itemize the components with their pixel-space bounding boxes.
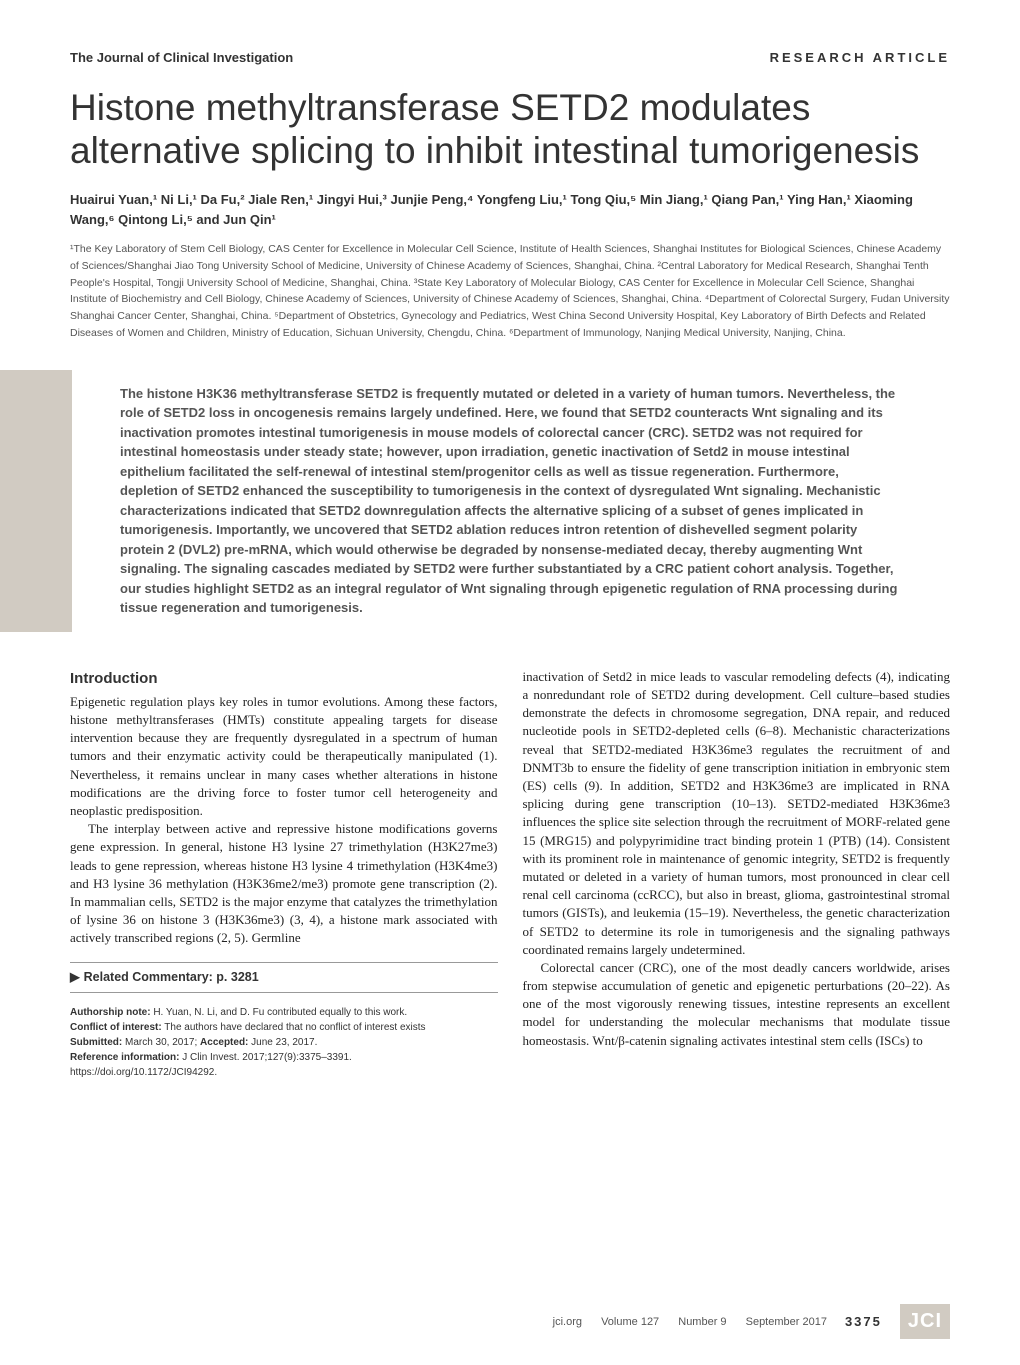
journal-name: The Journal of Clinical Investigation [70,50,293,65]
reference-info: Reference information: J Clin Invest. 20… [70,1050,498,1065]
authors-list: Huairui Yuan,¹ Ni Li,¹ Da Fu,² Jiale Ren… [70,190,950,229]
footer-date: September 2017 [746,1316,827,1328]
related-commentary-box: ▶ Related Commentary: p. 3281 [70,962,498,994]
right-column: inactivation of Setd2 in mice leads to v… [523,668,951,1080]
conflict-of-interest: Conflict of interest: The authors have d… [70,1020,498,1035]
doi-link: https://doi.org/10.1172/JCI94292. [70,1065,498,1080]
header-row: The Journal of Clinical Investigation RE… [70,50,950,65]
footer-citation: jci.org Volume 127 Number 9 September 20… [553,1316,827,1328]
abstract-text: The histone H3K36 methyltransferase SETD… [120,370,900,632]
right-para-1: inactivation of Setd2 in mice leads to v… [523,668,951,959]
jci-logo: JCI [900,1304,950,1339]
section-heading: Introduction [70,668,498,689]
authorship-note: Authorship note: H. Yuan, N. Li, and D. … [70,1005,498,1020]
intro-para-1: Epigenetic regulation plays key roles in… [70,693,498,820]
page-footer: jci.org Volume 127 Number 9 September 20… [553,1304,950,1339]
footer-site: jci.org [553,1316,582,1328]
left-column: Introduction Epigenetic regulation plays… [70,668,498,1080]
affiliations: ¹The Key Laboratory of Stem Cell Biology… [70,241,950,342]
right-para-2: Colorectal cancer (CRC), one of the most… [523,959,951,1050]
abstract-block: The histone H3K36 methyltransferase SETD… [0,370,950,632]
meta-info: Authorship note: H. Yuan, N. Li, and D. … [70,1005,498,1080]
article-title: Histone methyltransferase SETD2 modulate… [70,87,950,172]
page-number: 3375 [845,1314,882,1329]
dates: Submitted: March 30, 2017; Accepted: Jun… [70,1035,498,1050]
body-columns: Introduction Epigenetic regulation plays… [70,668,950,1080]
arrow-icon: ▶ [70,969,80,987]
abstract-sidebar [0,370,72,632]
footer-number: Number 9 [678,1316,726,1328]
intro-para-2: The interplay between active and repress… [70,820,498,947]
footer-volume: Volume 127 [601,1316,659,1328]
commentary-text: Related Commentary: p. 3281 [84,970,259,984]
article-type: RESEARCH ARTICLE [770,50,950,65]
